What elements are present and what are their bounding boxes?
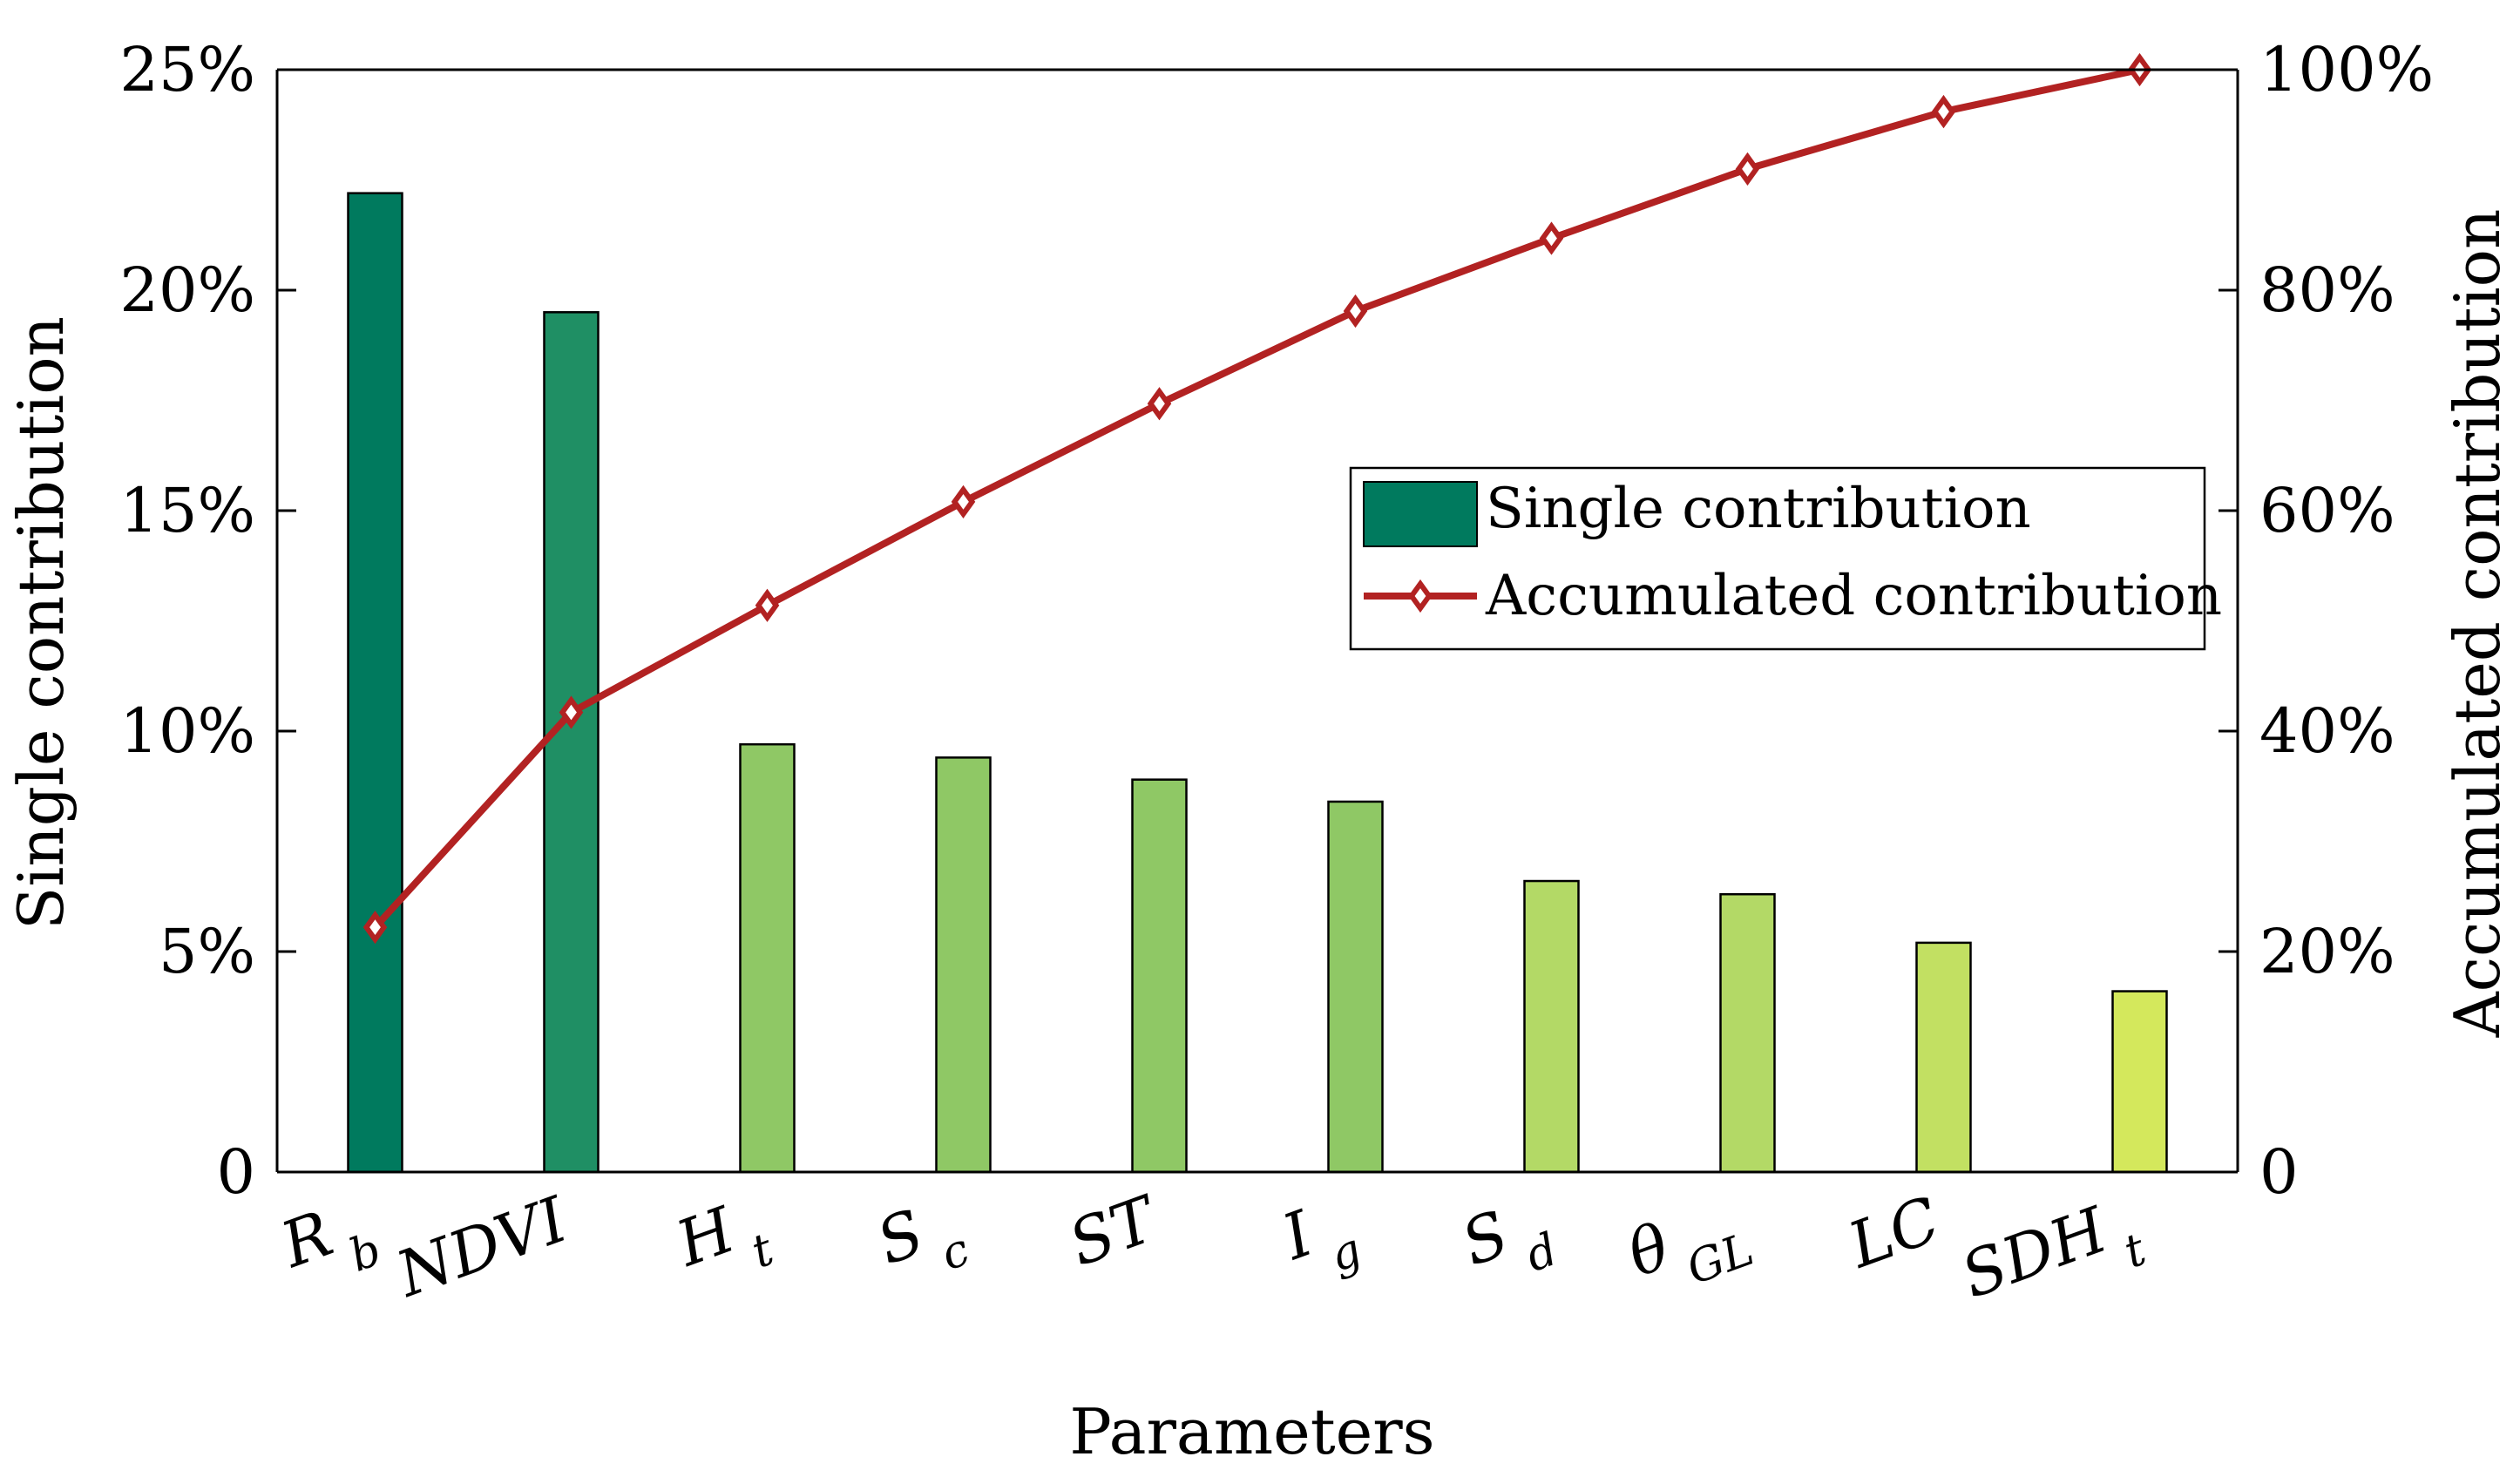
legend-label-accumulated: Accumulated contribution	[1485, 564, 2222, 628]
accumulated-line-series	[362, 52, 2152, 945]
accumulated-point-9	[1931, 94, 1956, 129]
category-label: Sd	[1453, 1182, 1564, 1301]
bar-series	[347, 192, 2168, 1174]
category-label: NDVI	[386, 1182, 578, 1312]
bar-2	[543, 311, 600, 1174]
bar-9	[1915, 941, 1972, 1174]
right-tick-label: 40%	[2259, 695, 2395, 767]
bar-4	[935, 756, 992, 1174]
legend: Single contribution Accumulated contribu…	[1349, 466, 2222, 651]
bar-5	[1131, 778, 1188, 1174]
category-label: Ht	[666, 1182, 780, 1302]
left-tick-label: 20%	[119, 254, 255, 326]
right-tick-label: 80%	[2259, 254, 2395, 326]
left-tick-label: 25%	[119, 34, 255, 105]
accumulated-point-6	[1343, 294, 1368, 329]
accumulated-point-8	[1735, 152, 1760, 186]
bar-1	[347, 192, 403, 1174]
left-axis-ticks: 0 5% 10% 15% 20% 25%	[119, 34, 296, 1208]
accumulated-point-4	[951, 484, 976, 519]
accumulated-point-1	[362, 911, 388, 945]
right-axis-ticks: 0 20% 40% 60% 80% 100%	[2219, 34, 2434, 1208]
left-tick-label: 5%	[159, 916, 255, 987]
category-label: Ig	[1272, 1182, 1369, 1296]
category-label: Rb	[270, 1182, 388, 1304]
accumulated-point-7	[1539, 221, 1564, 255]
accumulated-point-5	[1147, 387, 1172, 421]
right-tick-label: 20%	[2259, 916, 2395, 987]
bar-8	[1719, 892, 1776, 1174]
right-tick-label: 0	[2259, 1136, 2299, 1208]
left-axis-title: Single contribution	[4, 316, 78, 930]
legend-label-single: Single contribution	[1486, 477, 2031, 541]
left-tick-label: 15%	[119, 475, 255, 546]
category-label: Sc	[868, 1182, 976, 1300]
accumulated-point-2	[559, 695, 584, 729]
accumulated-line	[372, 66, 2141, 930]
x-axis-title: Parameters	[1069, 1395, 1434, 1468]
category-label: θGL	[1618, 1182, 1760, 1312]
category-labels: Rb NDVI Ht Sc ST Ig Sd θGL LC SDHt	[270, 1181, 2152, 1333]
bar-3	[739, 742, 796, 1174]
accumulated-point-3	[755, 588, 780, 622]
axes	[275, 68, 2239, 1174]
bar-7	[1523, 879, 1580, 1174]
left-tick-label: 0	[216, 1136, 255, 1208]
legend-bar-swatch	[1363, 481, 1478, 547]
left-tick-label: 10%	[119, 695, 255, 767]
category-label: LC	[1838, 1182, 1948, 1283]
legend-line-marker	[1408, 579, 1433, 613]
bar-6	[1327, 800, 1384, 1174]
category-label: ST	[1060, 1181, 1169, 1280]
right-axis-title: Accumulated contribution	[2441, 209, 2514, 1039]
category-label: SDHt	[1952, 1182, 2152, 1333]
right-tick-label: 60%	[2259, 475, 2395, 546]
legend-box	[1349, 466, 2206, 651]
bar-10	[2111, 990, 2168, 1174]
right-tick-label: 100%	[2259, 34, 2434, 105]
